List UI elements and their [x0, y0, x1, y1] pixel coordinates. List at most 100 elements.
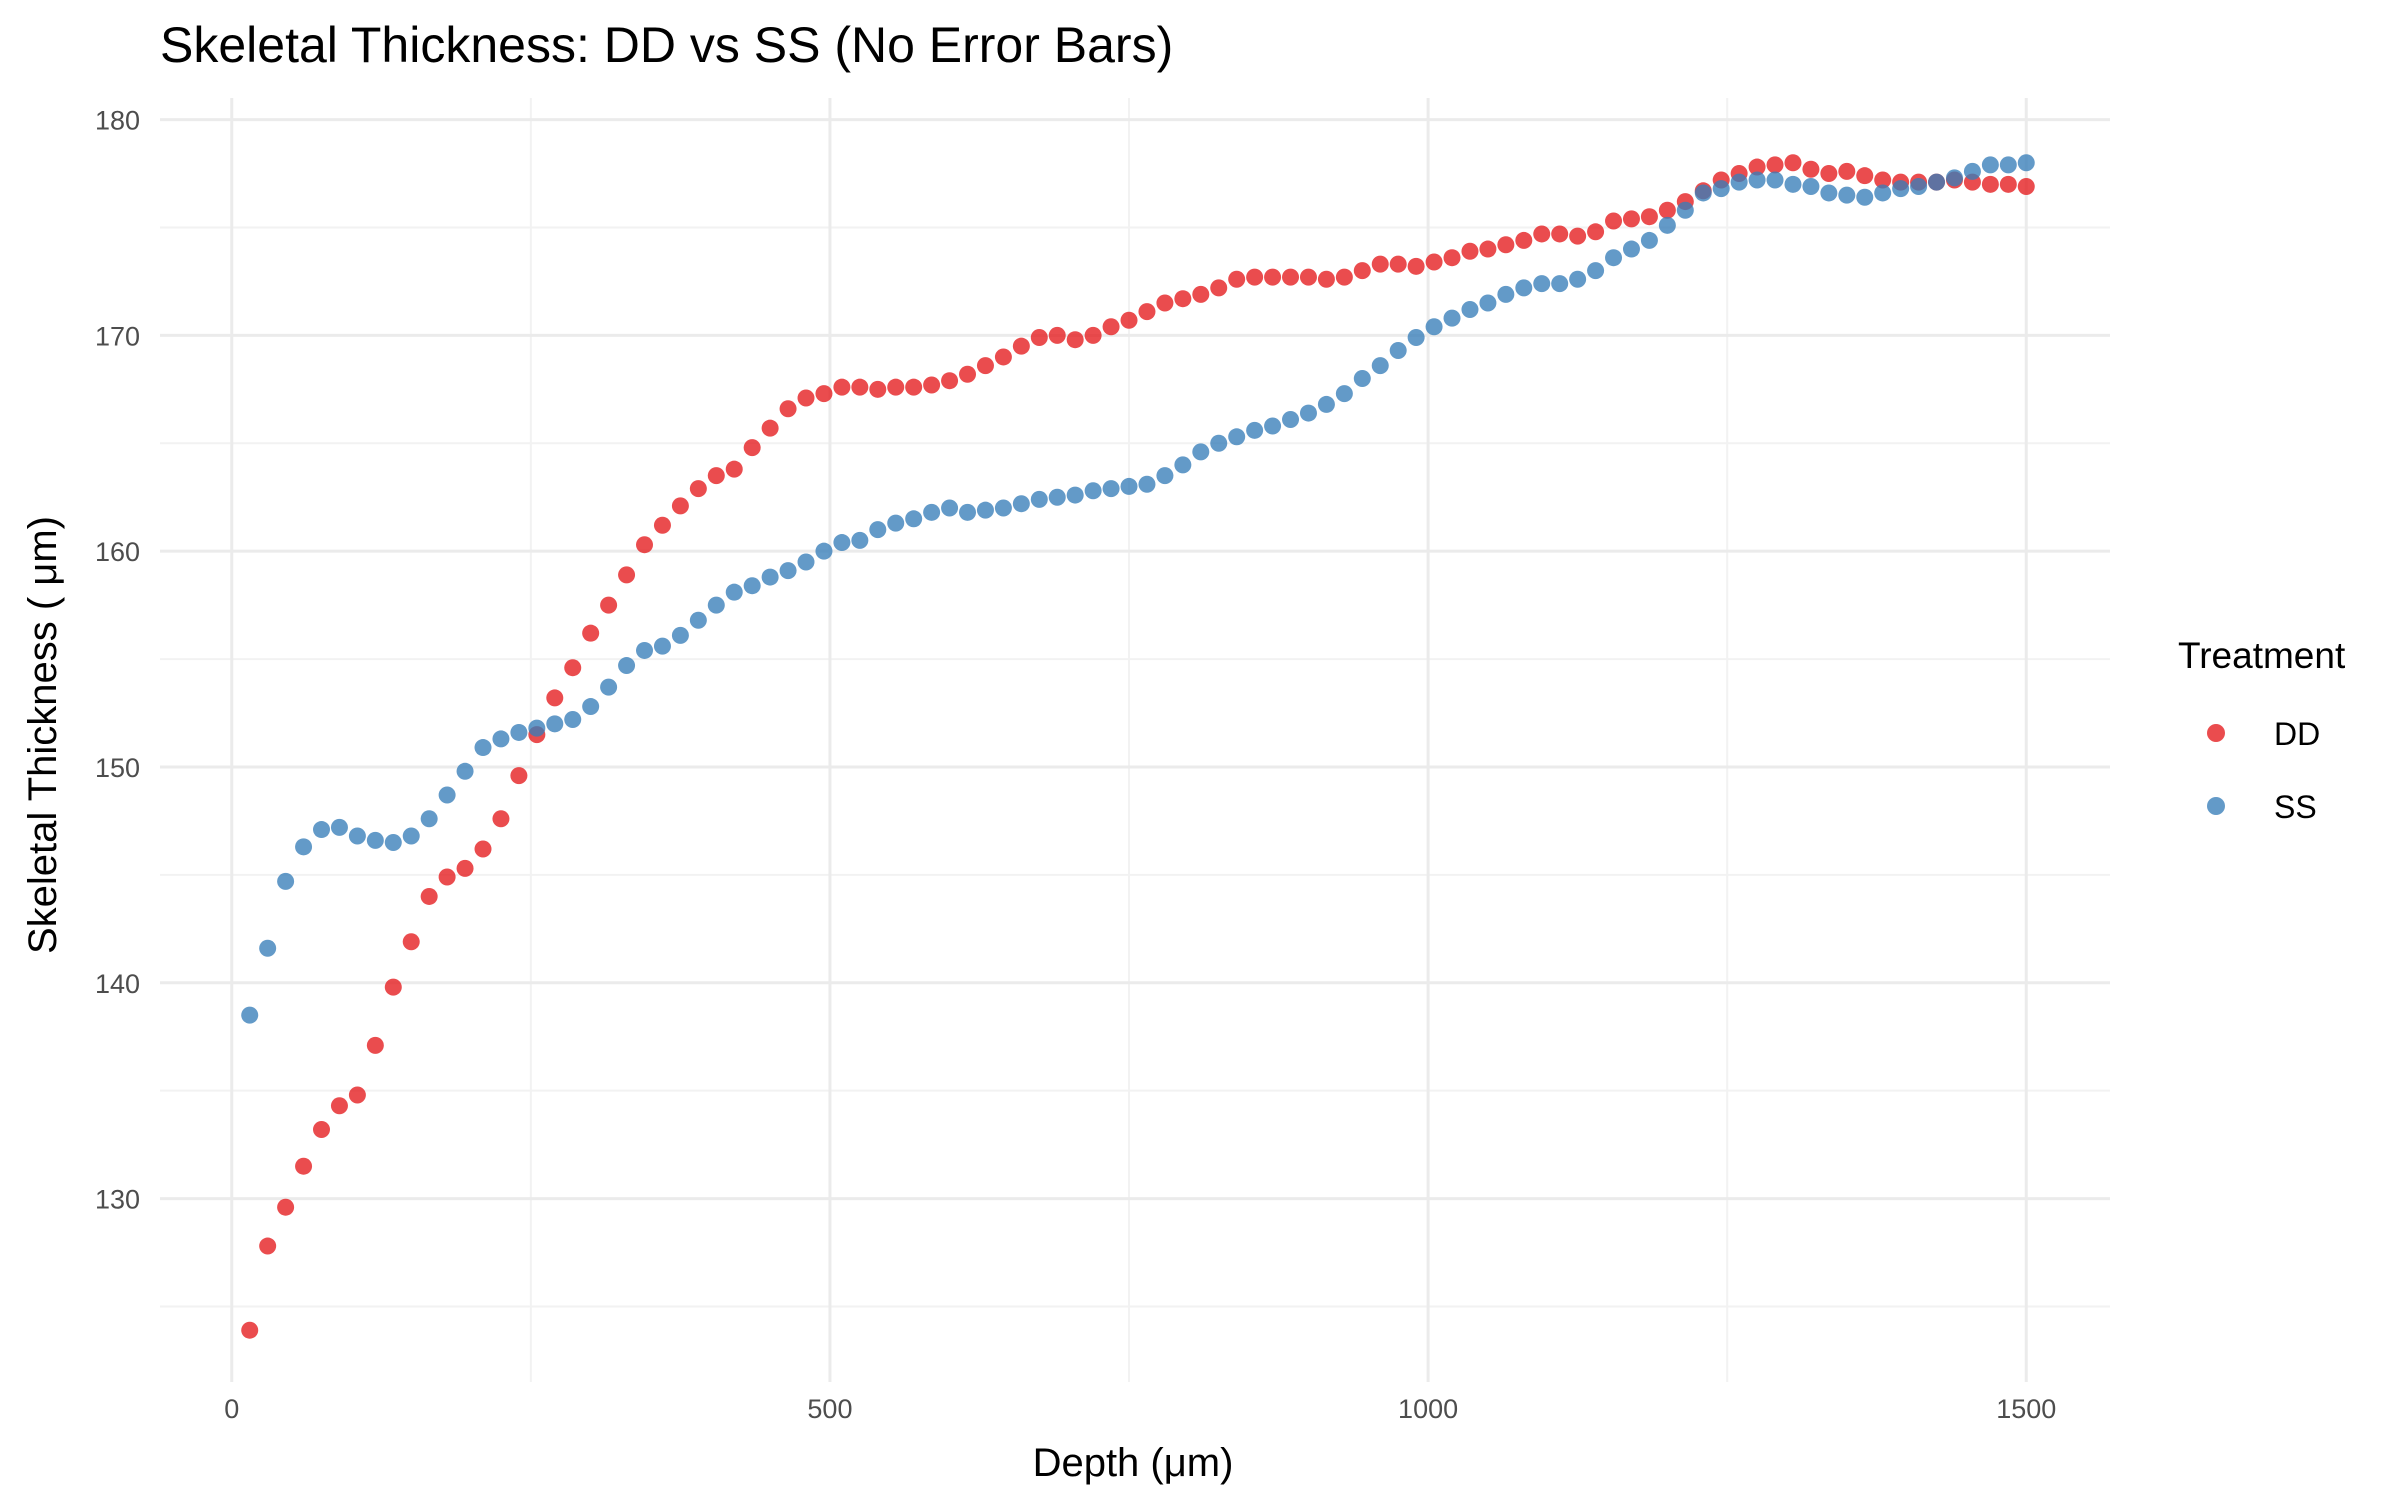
data-point-ss [1335, 385, 1353, 403]
data-point-dd [1282, 268, 1300, 286]
data-point-ss [1640, 231, 1658, 249]
data-point-dd [671, 497, 689, 515]
data-point-ss [1766, 171, 1784, 189]
data-point-ss [1676, 201, 1694, 219]
data-point-ss [707, 596, 725, 614]
legend: Treatment DD SS [2178, 635, 2346, 825]
data-point-dd [905, 378, 923, 396]
data-point-ss [797, 553, 815, 571]
y-tick-label: 130 [95, 1185, 140, 1215]
data-point-ss [743, 577, 761, 595]
data-point-ss [1048, 488, 1066, 506]
y-tick-label: 170 [95, 321, 140, 351]
data-point-ss [976, 501, 994, 519]
data-point-dd [1012, 337, 1030, 355]
data-point-dd [277, 1198, 295, 1216]
data-point-dd [402, 933, 420, 951]
data-point-dd [259, 1237, 277, 1255]
data-point-ss [851, 531, 869, 549]
data-point-ss [1479, 294, 1497, 312]
data-point-ss [1174, 456, 1192, 474]
data-point-dd [456, 859, 474, 877]
data-point-ss [348, 827, 366, 845]
data-point-dd [869, 380, 887, 398]
data-point-dd [1802, 160, 1820, 178]
data-point-dd [1605, 212, 1623, 230]
data-point-ss [1569, 270, 1587, 288]
data-point-dd [1784, 154, 1802, 172]
data-point-dd [1838, 162, 1856, 180]
data-point-ss [438, 786, 456, 804]
data-point-ss [689, 611, 707, 629]
data-point-dd [1156, 294, 1174, 312]
data-point-dd [241, 1321, 259, 1339]
data-point-ss [1784, 175, 1802, 193]
data-point-ss [330, 818, 348, 836]
data-point-dd [833, 378, 851, 396]
legend-label-ss: SS [2274, 789, 2317, 825]
data-point-dd [959, 365, 977, 383]
data-point-ss [582, 698, 600, 716]
data-point-ss [528, 719, 546, 737]
data-point-ss [1802, 177, 1820, 195]
data-point-ss [1928, 173, 1946, 191]
y-tick-label: 160 [95, 537, 140, 567]
data-point-dd [1407, 257, 1425, 275]
data-point-ss [420, 810, 438, 828]
x-tick-label: 0 [224, 1394, 239, 1424]
data-point-ss [384, 834, 402, 852]
data-point-dd [510, 767, 528, 785]
data-point-ss [869, 521, 887, 539]
data-point-ss [1425, 318, 1443, 336]
data-point-ss [779, 562, 797, 580]
data-point-ss [1533, 275, 1551, 293]
data-point-ss [1838, 186, 1856, 204]
chart-title: Skeletal Thickness: DD vs SS (No Error B… [160, 17, 1173, 73]
x-tick-label: 1500 [1996, 1394, 2056, 1424]
data-point-ss [1371, 357, 1389, 375]
data-point-ss [1820, 184, 1838, 202]
data-point-ss [1694, 184, 1712, 202]
data-point-ss [1066, 486, 1084, 504]
data-point-ss [905, 510, 923, 528]
data-point-ss [923, 503, 941, 521]
data-point-dd [707, 467, 725, 485]
data-point-ss [402, 827, 420, 845]
data-point-dd [1461, 242, 1479, 260]
data-point-dd [851, 378, 869, 396]
data-point-ss [1407, 329, 1425, 347]
data-point-ss [887, 514, 905, 532]
points-layer [241, 154, 2035, 1339]
series-ss [241, 154, 2035, 1024]
data-point-ss [941, 499, 959, 517]
data-point-dd [366, 1036, 384, 1054]
data-point-ss [618, 657, 636, 675]
data-point-ss [241, 1006, 259, 1024]
data-point-dd [1551, 225, 1569, 243]
data-point-ss [313, 821, 331, 839]
data-point-dd [1479, 240, 1497, 258]
data-point-dd [348, 1086, 366, 1104]
data-point-dd [1533, 225, 1551, 243]
data-point-dd [546, 689, 564, 707]
data-point-ss [1497, 285, 1515, 303]
data-point-ss [492, 730, 510, 748]
data-point-dd [1748, 158, 1766, 176]
data-point-ss [259, 939, 277, 957]
data-point-ss [1210, 434, 1228, 452]
data-point-dd [618, 566, 636, 584]
data-point-dd [1174, 290, 1192, 308]
data-point-ss [1299, 404, 1317, 422]
data-point-dd [295, 1157, 313, 1175]
data-point-ss [1246, 421, 1264, 439]
x-axis-title: Depth (μm) [1033, 1441, 1234, 1485]
data-point-ss [1461, 300, 1479, 318]
data-point-ss [833, 534, 851, 552]
y-axis-title: Skeletal Thickness ( μm) [21, 516, 65, 954]
data-point-ss [1353, 370, 1371, 388]
data-point-dd [1981, 175, 1999, 193]
data-point-ss [1999, 156, 2017, 174]
data-point-dd [1443, 249, 1461, 267]
data-point-ss [1551, 275, 1569, 293]
